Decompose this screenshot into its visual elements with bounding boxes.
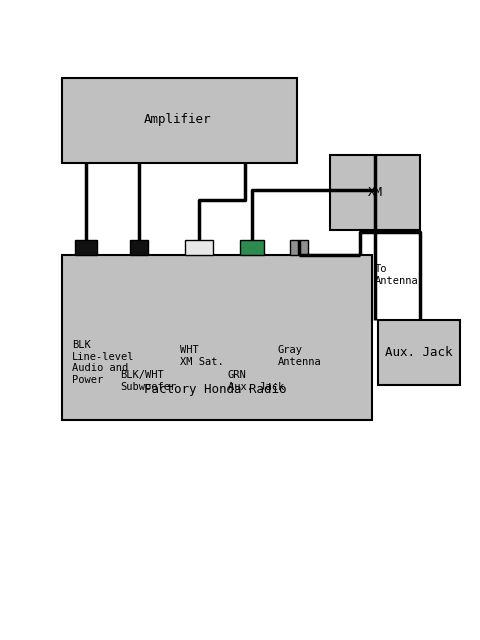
Bar: [185, 240, 213, 255]
Text: Gray
Antenna: Gray Antenna: [278, 345, 322, 367]
Bar: [330, 155, 420, 230]
Text: XM: XM: [368, 186, 383, 198]
Bar: [290, 240, 308, 255]
Bar: [75, 240, 97, 255]
Text: BLK/WHT
Subwoofer: BLK/WHT Subwoofer: [120, 370, 176, 392]
Bar: [62, 78, 297, 163]
Text: Factory Honda Radio: Factory Honda Radio: [144, 383, 286, 397]
Text: BLK
Line-level
Audio and
Power: BLK Line-level Audio and Power: [72, 340, 134, 385]
Text: To
Antenna: To Antenna: [375, 264, 419, 286]
Bar: [240, 240, 264, 255]
Text: WHT
XM Sat.: WHT XM Sat.: [180, 345, 224, 367]
Bar: [130, 240, 148, 255]
Text: Aux. Jack: Aux. Jack: [385, 346, 453, 358]
Bar: [378, 320, 460, 385]
Text: GRN
Aux. Jack: GRN Aux. Jack: [228, 370, 284, 392]
Bar: [62, 255, 372, 420]
Text: Amplifier: Amplifier: [144, 113, 212, 127]
